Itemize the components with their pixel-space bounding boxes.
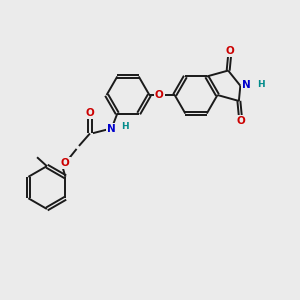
Text: H: H bbox=[121, 122, 128, 131]
Text: O: O bbox=[237, 116, 245, 126]
Text: O: O bbox=[85, 108, 94, 118]
Text: O: O bbox=[155, 90, 164, 100]
Text: N: N bbox=[242, 80, 251, 90]
Text: O: O bbox=[226, 46, 235, 56]
Text: H: H bbox=[258, 80, 265, 89]
Text: N: N bbox=[107, 124, 116, 134]
Text: O: O bbox=[61, 158, 70, 168]
